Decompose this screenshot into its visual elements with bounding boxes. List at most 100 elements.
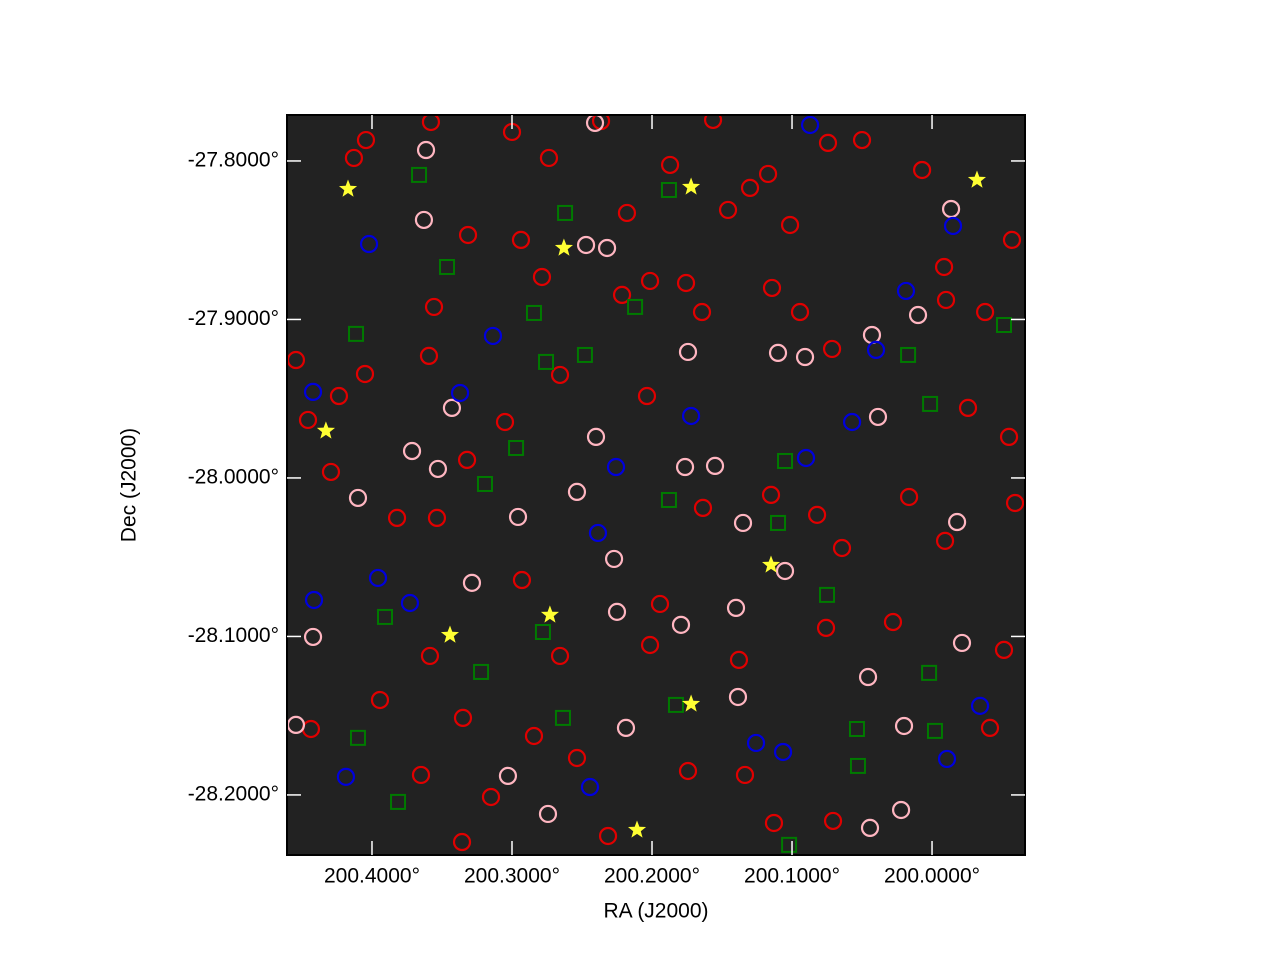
source-circle bbox=[935, 531, 955, 550]
source-circle bbox=[740, 178, 760, 198]
source-circle bbox=[800, 115, 820, 135]
source-circle bbox=[604, 549, 624, 569]
source-square bbox=[525, 304, 542, 321]
source-square bbox=[557, 204, 574, 221]
source-circle bbox=[761, 485, 781, 505]
source-circle bbox=[999, 427, 1019, 446]
source-square bbox=[848, 720, 865, 737]
source-circle bbox=[640, 635, 660, 655]
source-circle bbox=[640, 271, 660, 291]
source-circle bbox=[462, 573, 482, 592]
source-circle bbox=[994, 640, 1014, 660]
source-circle bbox=[303, 627, 323, 647]
source-circle bbox=[511, 230, 531, 249]
source-circle bbox=[329, 386, 349, 406]
source-circle bbox=[818, 133, 838, 152]
source-star bbox=[762, 555, 781, 573]
source-circle bbox=[728, 687, 748, 707]
source-circle bbox=[816, 618, 836, 637]
source-circle bbox=[947, 512, 967, 532]
source-star bbox=[682, 177, 701, 195]
source-circle bbox=[795, 347, 815, 367]
source-star bbox=[316, 421, 335, 439]
source-circle bbox=[842, 412, 862, 432]
source-star bbox=[440, 625, 459, 643]
source-square bbox=[819, 586, 836, 603]
source-circle bbox=[368, 568, 388, 588]
source-square bbox=[576, 346, 593, 363]
source-circle bbox=[936, 290, 956, 310]
source-circle bbox=[937, 749, 957, 769]
source-circle bbox=[321, 462, 341, 482]
source-circle bbox=[660, 155, 680, 175]
x-tick-label: 200.4000° bbox=[324, 865, 420, 888]
source-circle bbox=[428, 459, 448, 479]
source-circle bbox=[692, 302, 712, 322]
source-circle bbox=[538, 804, 558, 824]
source-circle bbox=[416, 140, 436, 160]
markers bbox=[287, 115, 1025, 853]
plot-frame bbox=[286, 114, 1026, 856]
source-circle bbox=[952, 633, 972, 653]
x-tick-label: 200.0000° bbox=[884, 865, 980, 888]
source-circle bbox=[420, 646, 440, 666]
source-circle bbox=[693, 498, 713, 518]
source-square bbox=[508, 439, 525, 456]
source-circle bbox=[894, 716, 914, 736]
source-square bbox=[849, 757, 866, 774]
source-circle bbox=[681, 406, 701, 426]
source-square bbox=[554, 709, 571, 726]
source-circle bbox=[858, 667, 878, 687]
source-square bbox=[900, 346, 917, 363]
source-circle bbox=[899, 487, 919, 507]
source-square bbox=[349, 729, 366, 746]
source-square bbox=[390, 793, 407, 810]
source-circle bbox=[344, 148, 364, 168]
y-tick-label: -27.8000° bbox=[188, 149, 279, 172]
source-square bbox=[627, 298, 644, 315]
source-circle bbox=[336, 767, 356, 786]
source-circle bbox=[580, 777, 600, 797]
source-circle bbox=[912, 160, 932, 180]
source-square bbox=[534, 624, 551, 641]
source-circle bbox=[498, 766, 518, 786]
source-square bbox=[770, 514, 787, 531]
source-circle bbox=[768, 343, 788, 362]
source-circle bbox=[495, 412, 515, 432]
source-circle bbox=[943, 216, 963, 236]
source-circle bbox=[414, 210, 434, 230]
source-square bbox=[921, 664, 938, 681]
source-star bbox=[628, 820, 647, 838]
source-circle bbox=[606, 457, 626, 477]
x-axis-label: RA (J2000) bbox=[603, 900, 708, 923]
source-circle bbox=[298, 410, 318, 430]
source-circle bbox=[532, 267, 552, 287]
source-circle bbox=[934, 257, 954, 277]
source-square bbox=[777, 452, 794, 469]
source-square bbox=[473, 663, 490, 680]
source-circle bbox=[671, 615, 691, 634]
source-square bbox=[667, 696, 684, 713]
source-circle bbox=[975, 302, 995, 322]
source-star bbox=[682, 694, 701, 712]
source-circle bbox=[576, 235, 596, 255]
source-circle bbox=[355, 364, 375, 384]
source-circle bbox=[524, 726, 544, 746]
source-circle bbox=[705, 456, 725, 476]
source-circle bbox=[650, 594, 670, 614]
source-star bbox=[554, 238, 573, 256]
source-square bbox=[781, 836, 798, 853]
y-axis-label: Dec (J2000) bbox=[118, 428, 141, 542]
source-circle bbox=[457, 450, 477, 469]
source-circle bbox=[790, 302, 810, 322]
source-circle bbox=[678, 761, 698, 781]
source-circle bbox=[411, 765, 431, 785]
source-circle bbox=[616, 718, 636, 737]
source-circle bbox=[567, 748, 587, 768]
source-circle bbox=[400, 593, 420, 613]
source-circle bbox=[612, 285, 632, 304]
source-circle bbox=[303, 382, 323, 401]
source-circle bbox=[891, 800, 911, 820]
source-circle bbox=[421, 115, 441, 132]
source-circle bbox=[508, 507, 528, 527]
